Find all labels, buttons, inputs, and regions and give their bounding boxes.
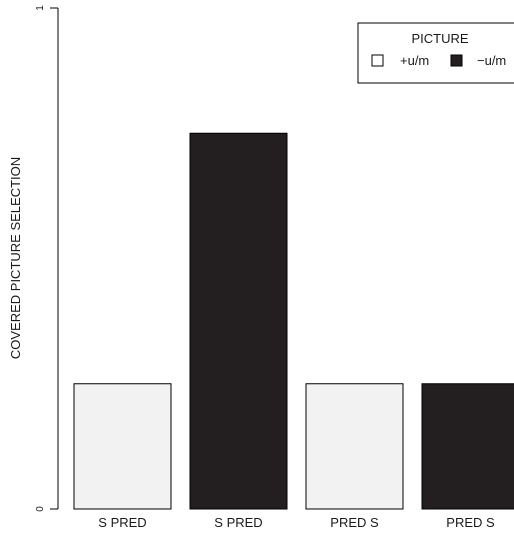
x-tick-label-3: PRED S — [330, 515, 379, 530]
x-tick-label-2: S PRED — [214, 515, 262, 530]
legend-title: PICTURE — [411, 31, 468, 46]
y-axis: 1 0 — [35, 5, 59, 512]
legend-label-minus: −u/m — [477, 53, 506, 68]
bar-2 — [189, 132, 288, 510]
legend-label-plus: +u/m — [400, 53, 429, 68]
legend-swatch-minus — [450, 54, 463, 67]
bar-3 — [305, 383, 404, 510]
legend-swatch-plus — [371, 54, 384, 67]
y-axis-label: COVERED PICTURE SELECTION — [8, 157, 23, 359]
x-tick-label-1: S PRED — [98, 515, 146, 530]
x-tick-labels: S PRED S PRED PRED S PRED S — [98, 515, 495, 530]
legend-box — [357, 22, 514, 84]
y-tick-label-min: 0 — [35, 506, 46, 512]
bar-1 — [73, 383, 172, 510]
bar-4 — [421, 383, 514, 510]
x-tick-label-4: PRED S — [446, 515, 495, 530]
legend: PICTURE +u/m −u/m — [357, 22, 514, 84]
bars-group — [73, 132, 514, 510]
y-tick-label-max: 1 — [35, 5, 46, 11]
